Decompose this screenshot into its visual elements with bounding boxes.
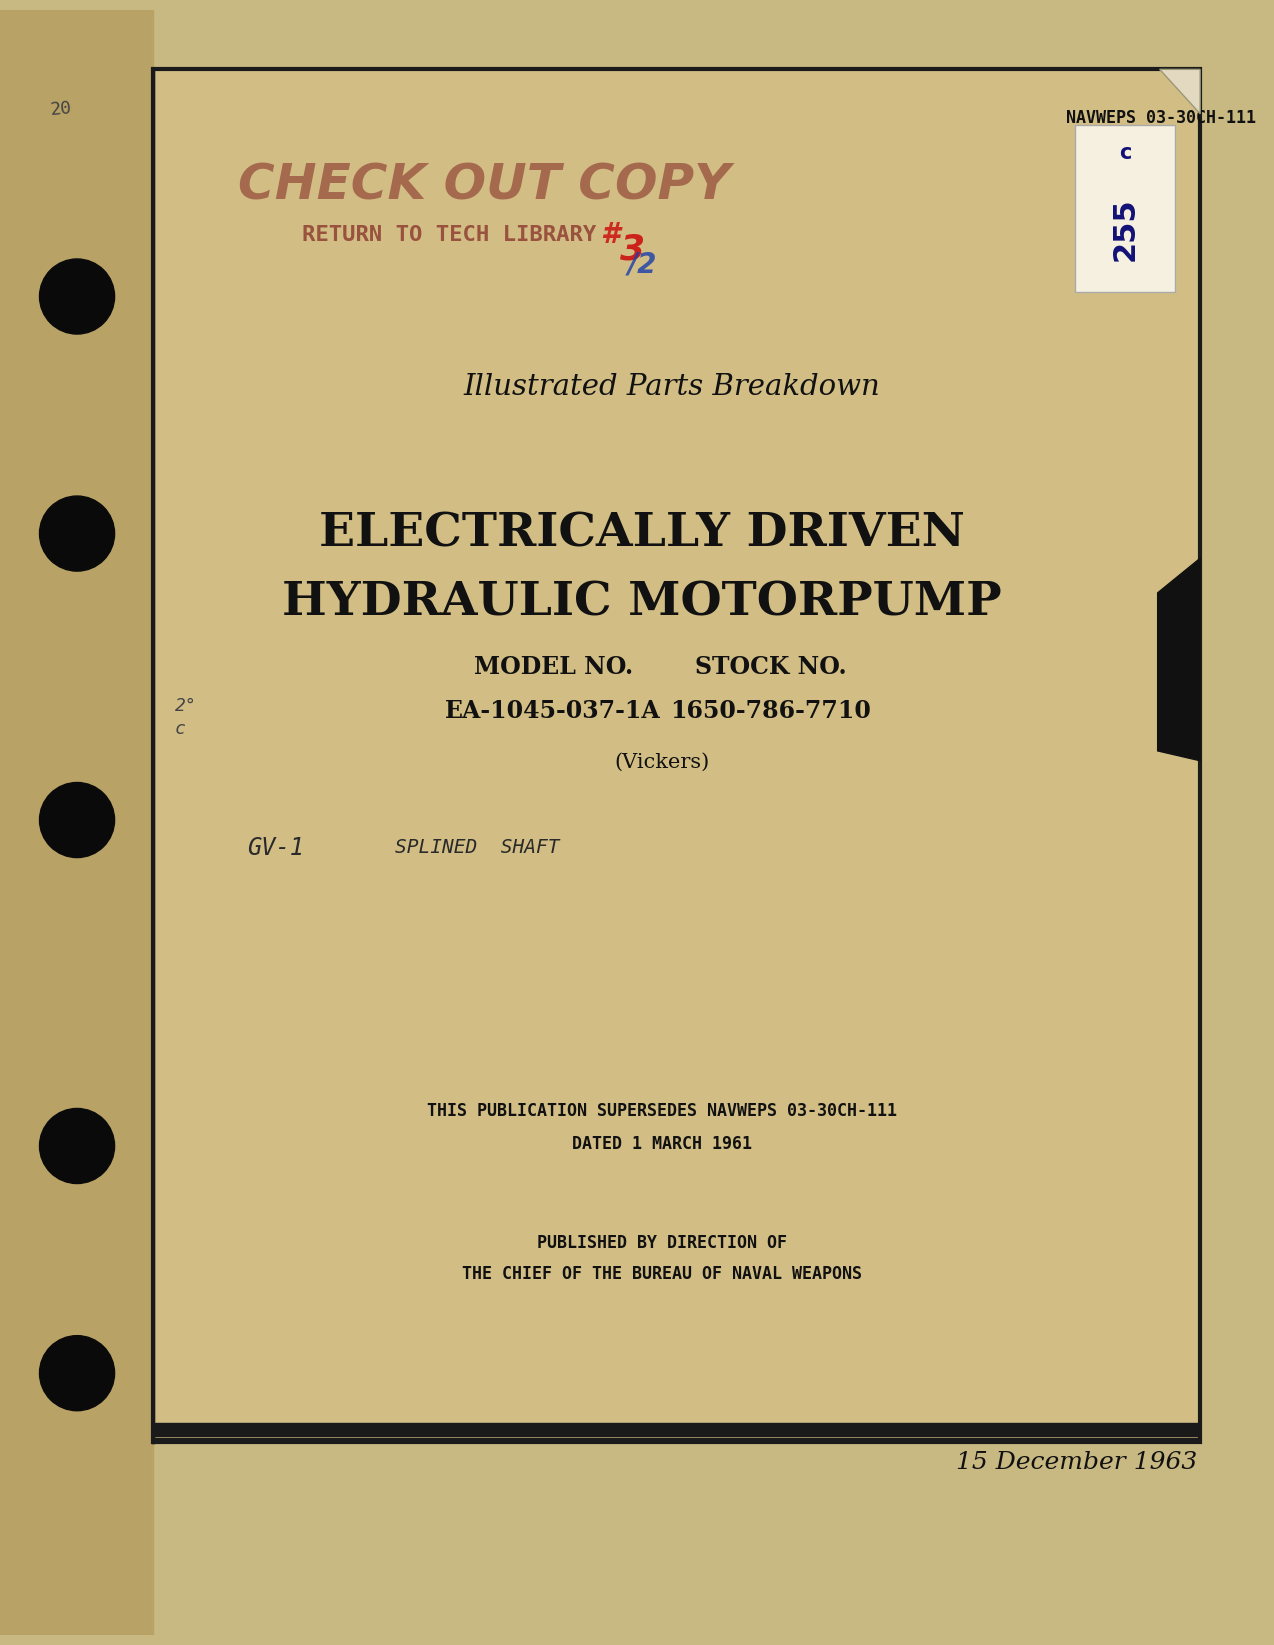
Polygon shape (1158, 558, 1200, 760)
Text: ELECTRICALLY DRIVEN: ELECTRICALLY DRIVEN (318, 510, 964, 556)
Text: MODEL NO.: MODEL NO. (474, 655, 633, 679)
Text: 2°: 2° (175, 697, 196, 716)
Text: RETURN TO TECH LIBRARY: RETURN TO TECH LIBRARY (302, 225, 596, 245)
Text: NAVWEPS 03-30CH-111: NAVWEPS 03-30CH-111 (1065, 109, 1256, 127)
Text: THIS PUBLICATION SUPERSEDES NAVWEPS 03-30CH-111: THIS PUBLICATION SUPERSEDES NAVWEPS 03-3… (427, 1102, 897, 1120)
Text: 3: 3 (619, 232, 645, 266)
Text: 255: 255 (1111, 197, 1139, 262)
Bar (153, 1423, 1200, 1436)
Text: #: # (600, 222, 619, 250)
Circle shape (39, 258, 115, 334)
Bar (153, 69, 1200, 1443)
Circle shape (39, 1336, 115, 1411)
Bar (153, 1438, 1200, 1443)
Text: c: c (1119, 143, 1131, 163)
Text: Illustrated Parts Breakdown: Illustrated Parts Breakdown (464, 373, 880, 401)
Text: HYDRAULIC MOTORPUMP: HYDRAULIC MOTORPUMP (283, 579, 1001, 625)
Text: GV-1: GV-1 (247, 836, 304, 860)
Text: DATED 1 MARCH 1961: DATED 1 MARCH 1961 (572, 1135, 752, 1153)
Text: 1650-786-7710: 1650-786-7710 (670, 699, 871, 724)
FancyBboxPatch shape (1075, 125, 1176, 291)
Text: THE CHIEF OF THE BUREAU OF NAVAL WEAPONS: THE CHIEF OF THE BUREAU OF NAVAL WEAPONS (461, 1265, 861, 1283)
Text: STOCK NO.: STOCK NO. (694, 655, 846, 679)
Bar (153, 69, 1200, 1443)
Text: EA-1045-037-1A: EA-1045-037-1A (446, 699, 661, 724)
Circle shape (39, 497, 115, 571)
Circle shape (39, 783, 115, 857)
Text: PUBLISHED BY DIRECTION OF: PUBLISHED BY DIRECTION OF (536, 1234, 787, 1252)
Text: 15 December 1963: 15 December 1963 (956, 1451, 1198, 1474)
Circle shape (39, 1109, 115, 1183)
Text: c: c (175, 721, 185, 739)
Text: 20: 20 (50, 99, 73, 118)
Text: SPLINED  SHAFT: SPLINED SHAFT (395, 839, 559, 857)
Bar (0, 10, 153, 1635)
Text: CHECK OUT COPY: CHECK OUT COPY (238, 161, 730, 211)
Polygon shape (1159, 69, 1200, 114)
Text: (Vickers): (Vickers) (614, 753, 710, 772)
Text: /2: /2 (627, 252, 656, 280)
